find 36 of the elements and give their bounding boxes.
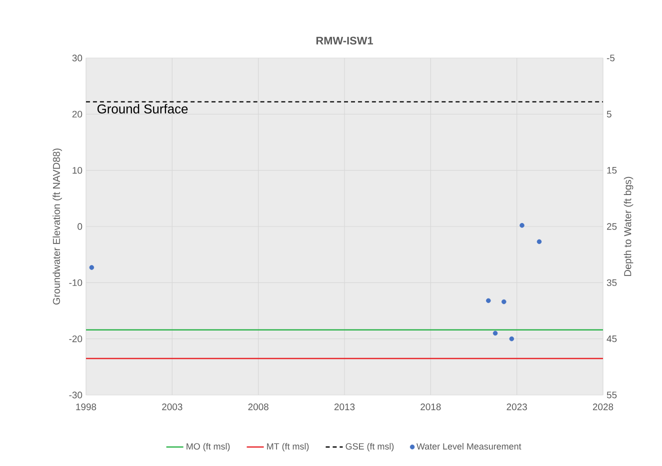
y2-tick-label: 45 [606,336,617,342]
x-tick-label: 2028 [592,404,614,410]
y2-tick-label: 35 [606,279,617,286]
x-tick-label: 2003 [162,404,182,410]
y2-tick-label: 55 [606,392,617,398]
y2-tick-label: 25 [606,223,617,230]
y-tick-label: -20 [69,335,82,342]
y-tick-label: -10 [69,279,82,286]
y2-tick-label: 15 [607,167,617,174]
x-tick-label: 1998 [76,404,96,410]
y-tick-label: -30 [69,392,82,398]
point [492,330,498,336]
annotation: Ground Surface [97,104,188,114]
y2-tick-label: 5 [606,110,612,118]
x-tick-label: 2008 [248,404,268,410]
y-tick-label: 20 [72,110,82,118]
y2-tick-label: -5 [606,54,615,62]
y2-axis-title: Depth to Water (ft bgs) [624,176,634,276]
chart-title: RMW-ISW1 [316,36,374,45]
legend-label: MT (ft msl) [267,442,309,452]
point [486,298,491,304]
x-tick-label: 2018 [420,404,441,410]
y-tick-label: 10 [72,166,82,174]
point [89,265,94,270]
point [520,222,524,228]
point [509,336,514,342]
y-tick-label: 30 [72,54,82,62]
legend-label: MO (ft msl) [186,442,230,452]
legend-label: Water Level Measurement [416,442,522,450]
y-tick-label: 0 [78,223,82,230]
legend-label: GSE (ft msl) [346,442,394,452]
y-axis-title: Groundwater Elevation (ft NAVD88) [52,148,62,305]
point [536,239,542,244]
x-tick-label: 2023 [506,404,527,410]
x-tick-label: 2013 [334,404,355,410]
point [502,299,506,304]
